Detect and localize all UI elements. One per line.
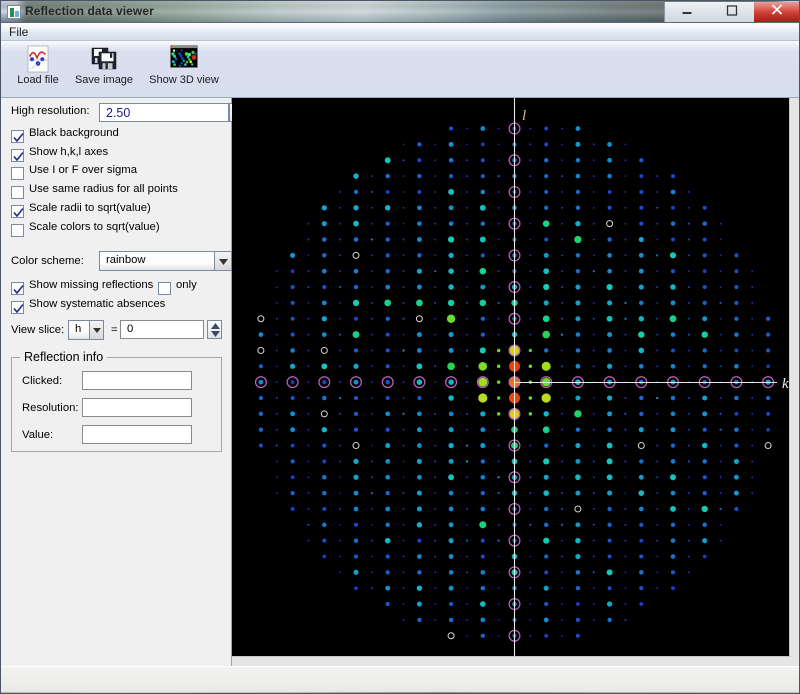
svg-text:k: k — [782, 376, 789, 392]
svg-text:l: l — [522, 108, 526, 124]
